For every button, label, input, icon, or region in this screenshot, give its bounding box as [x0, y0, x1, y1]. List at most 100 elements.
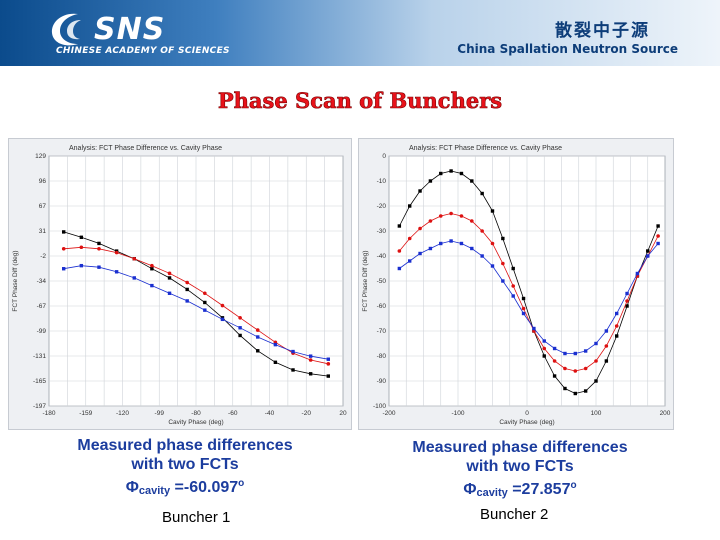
data-point — [238, 326, 242, 330]
x-tick-label: -100 — [451, 410, 464, 417]
y-tick-label: -165 — [33, 378, 46, 385]
data-point — [521, 296, 526, 301]
data-point — [114, 250, 119, 255]
series-line — [63, 231, 329, 377]
org-name-chinese: 散裂中子源 — [555, 21, 650, 41]
x-tick-label: 20 — [339, 410, 347, 417]
data-point — [449, 239, 453, 243]
data-point — [573, 369, 578, 373]
y-axis-label: FCT Phase Diff (deg) — [362, 250, 369, 311]
data-point — [167, 276, 172, 280]
y-tick-label: -2 — [40, 253, 46, 260]
chart-buncher-2: Analysis: FCT Phase Difference vs. Cavit… — [358, 138, 674, 430]
y-tick-label: -99 — [37, 328, 47, 335]
y-tick-label: -100 — [373, 403, 386, 410]
y-tick-label: -50 — [377, 278, 387, 285]
data-point — [511, 294, 515, 298]
series-line — [399, 213, 659, 372]
data-point — [167, 291, 172, 295]
x-tick-label: -159 — [79, 410, 92, 417]
data-point — [490, 264, 495, 268]
data-point — [511, 284, 515, 288]
data-point — [255, 328, 260, 332]
chart-svg: Analysis: FCT Phase Difference vs. Cavit… — [12, 145, 347, 426]
data-point — [428, 179, 433, 183]
data-point — [273, 342, 278, 347]
data-point — [79, 235, 84, 239]
phi-symbol: Φ — [463, 481, 477, 498]
series-line — [399, 240, 659, 354]
x-tick-label: -99 — [155, 410, 165, 417]
data-point — [418, 189, 422, 193]
data-point — [604, 359, 609, 363]
data-point — [308, 358, 313, 362]
x-tick-label: -60 — [228, 410, 238, 417]
y-tick-label: -80 — [377, 353, 387, 360]
x-tick-label: -120 — [116, 410, 129, 417]
data-point — [185, 280, 189, 285]
data-point — [470, 246, 474, 251]
x-tick-label: 0 — [525, 410, 529, 417]
data-point — [97, 246, 101, 251]
y-tick-label: -131 — [33, 353, 46, 360]
data-point — [397, 224, 402, 228]
x-tick-label: -180 — [42, 410, 55, 417]
data-point — [615, 311, 619, 316]
data-point — [220, 303, 225, 308]
data-point — [62, 230, 66, 234]
phi-subscript: cavity — [138, 485, 171, 497]
data-point — [291, 349, 295, 354]
data-point — [238, 316, 242, 320]
caption-buncher-1: Measured phase differences with two FCTs… — [40, 436, 330, 501]
data-point — [573, 391, 577, 396]
data-point — [635, 271, 640, 276]
data-point — [563, 366, 567, 371]
phi-value: =27.857 — [507, 481, 571, 498]
y-tick-label: -10 — [377, 178, 387, 185]
buncher-2-label: Buncher 2 — [480, 506, 549, 523]
y-tick-label: -70 — [377, 328, 387, 335]
data-point — [542, 339, 546, 343]
data-point — [490, 209, 495, 213]
data-point — [220, 317, 225, 322]
org-name-english: China Spallation Neutron Source — [457, 42, 678, 56]
data-point — [428, 246, 433, 251]
data-point — [79, 245, 84, 250]
data-point — [238, 333, 242, 338]
y-tick-label: -67 — [37, 303, 47, 310]
data-point — [656, 234, 660, 238]
y-tick-label: -60 — [377, 303, 387, 310]
data-point — [625, 299, 629, 303]
data-point — [79, 263, 84, 268]
data-point — [397, 266, 402, 271]
buncher-1-label: Buncher 1 — [162, 509, 231, 526]
data-point — [615, 334, 619, 338]
data-point — [490, 241, 495, 246]
y-tick-label: 96 — [39, 178, 47, 185]
chart-buncher-1: Analysis: FCT Phase Difference vs. Cavit… — [8, 138, 352, 430]
data-point — [459, 214, 464, 218]
data-point — [407, 236, 412, 241]
series-line — [399, 170, 659, 394]
data-point — [552, 374, 557, 378]
caption-phase-value: Φcavity =27.857o — [375, 476, 665, 503]
data-point — [203, 308, 207, 312]
data-point — [438, 214, 443, 218]
data-point — [583, 366, 588, 371]
data-point — [459, 241, 464, 246]
data-point — [150, 267, 154, 271]
phi-symbol: Φ — [125, 479, 139, 496]
chart-svg: Analysis: FCT Phase Difference vs. Cavit… — [362, 145, 671, 426]
data-point — [397, 249, 402, 253]
y-tick-label: 31 — [39, 228, 47, 235]
data-point — [449, 211, 453, 216]
data-point — [326, 374, 330, 378]
series-line — [63, 265, 329, 360]
x-axis-label: Cavity Phase (deg) — [168, 419, 223, 426]
data-point — [428, 219, 433, 223]
data-point — [656, 224, 660, 228]
data-point — [480, 254, 484, 258]
data-point — [552, 359, 557, 363]
data-point — [167, 271, 172, 276]
data-point — [532, 326, 536, 331]
